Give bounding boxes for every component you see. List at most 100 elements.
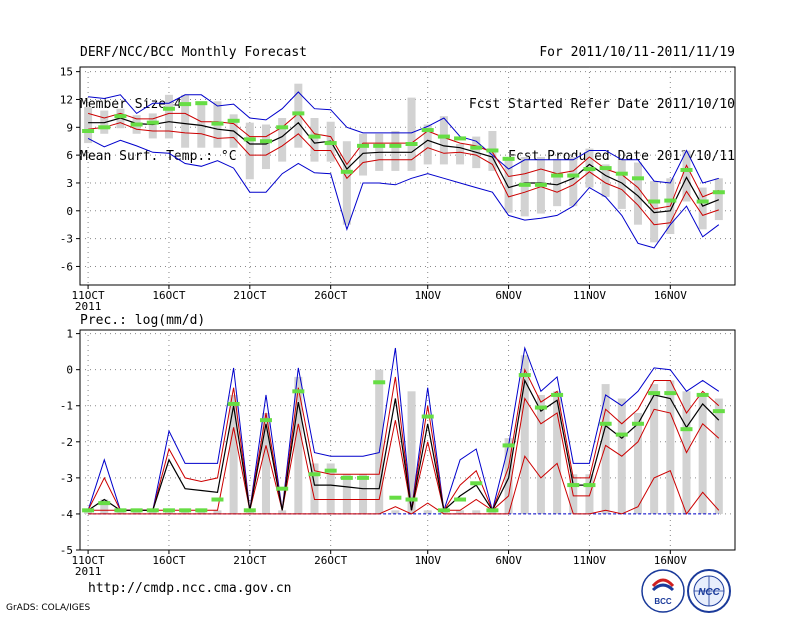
observation-marker: [712, 409, 725, 414]
spread-box: [245, 122, 254, 180]
spread-box: [633, 412, 642, 514]
y-tick-label: 15: [60, 66, 73, 79]
spread-box: [100, 499, 109, 514]
observation-marker: [292, 389, 305, 394]
observation-marker: [696, 199, 709, 204]
observation-marker: [534, 182, 547, 187]
observation-marker: [518, 182, 531, 187]
spread-box: [310, 118, 319, 162]
observation-marker: [243, 508, 256, 513]
observation-marker: [405, 141, 418, 146]
spread-box: [342, 474, 351, 514]
y-tick-label: -3: [60, 472, 73, 485]
observation-marker: [680, 427, 693, 432]
spread-box: [407, 97, 416, 171]
spread-box: [439, 116, 448, 165]
bcc-logo-icon: BCC: [641, 569, 685, 613]
spread-box: [601, 384, 610, 514]
spread-box: [456, 143, 465, 165]
observation-marker: [551, 392, 564, 397]
header-right: For 2011/10/11-2011/11/19 Fcst Started R…: [450, 10, 735, 183]
observation-marker: [82, 129, 95, 134]
observation-marker: [486, 508, 499, 513]
observation-marker: [162, 106, 175, 111]
y-tick-label: 12: [60, 93, 73, 106]
observation-marker: [146, 120, 159, 125]
observation-marker: [114, 114, 127, 119]
observation-marker: [98, 501, 111, 506]
observation-marker: [308, 134, 321, 139]
observation-marker: [82, 508, 95, 513]
observation-marker: [243, 137, 256, 142]
observation-marker: [389, 495, 402, 500]
x-tick-label: 1NOV: [414, 554, 441, 567]
observation-marker: [195, 508, 208, 513]
x-tick-label: 16NOV: [654, 554, 687, 567]
observation-marker: [421, 128, 434, 133]
y-tick-label: -5: [60, 544, 73, 557]
spread-box: [342, 141, 351, 225]
observation-marker: [98, 125, 111, 130]
spread-box: [698, 187, 707, 230]
y-tick-label: 6: [66, 149, 73, 162]
observation-marker: [405, 497, 418, 502]
spread-box: [650, 384, 659, 514]
x-tick-label: 6NOV: [495, 554, 522, 567]
ncc-logo-icon: NCC: [687, 569, 731, 613]
series-upper-line: [87, 368, 720, 512]
spread-box: [682, 150, 691, 202]
spread-box: [294, 376, 303, 514]
observation-marker: [324, 141, 337, 146]
x-tick-label: 26OCT: [314, 554, 347, 567]
spread-box: [601, 164, 610, 197]
x-tick-label: 16OCT: [152, 289, 185, 302]
spread-box: [553, 391, 562, 514]
observation-marker: [502, 443, 515, 448]
series-max-line: [87, 346, 720, 511]
y-tick-label: -4: [60, 508, 74, 521]
observation-marker: [227, 401, 240, 406]
observation-marker: [583, 483, 596, 488]
bcc-logo-text: BCC: [654, 597, 672, 606]
spread-box: [326, 463, 335, 514]
observation-marker: [162, 508, 175, 513]
y-tick-label: 0: [66, 364, 73, 377]
spread-box: [391, 131, 400, 171]
variable-label: Mean Surf. Temp.: °C: [80, 149, 237, 164]
plot-frame: [79, 329, 736, 551]
source-url[interactable]: http://cmdp.ncc.cma.gov.cn: [88, 581, 292, 596]
spread-box: [229, 394, 238, 514]
spread-box: [278, 510, 287, 514]
header-left: DERF/NCC/BCC Monthly Forecast Member Siz…: [80, 10, 307, 183]
x-tick-label: 11OCT: [72, 289, 105, 302]
observation-marker: [712, 190, 725, 195]
spread-box: [504, 156, 513, 213]
series-max-line: [88, 91, 719, 184]
observation-marker: [179, 508, 192, 513]
observation-marker: [195, 101, 208, 106]
observation-marker: [664, 198, 677, 203]
spread-box: [553, 158, 562, 207]
spread-box: [294, 83, 303, 148]
observation-marker: [276, 125, 289, 130]
spread-box: [407, 391, 416, 514]
observation-marker: [373, 380, 386, 385]
y-tick-label: 1: [66, 328, 73, 341]
spread-box: [536, 394, 545, 514]
spread-box: [164, 94, 173, 139]
observation-marker: [357, 475, 370, 480]
observation-marker: [437, 508, 450, 513]
observation-marker: [373, 143, 386, 148]
x-tick-label: 11OCT: [72, 554, 105, 567]
observation-marker: [389, 143, 402, 148]
spread-box: [359, 474, 368, 514]
observation-marker: [648, 391, 661, 396]
grads-credit: GrADS: COLA/IGES: [6, 603, 91, 613]
spread-box: [84, 106, 93, 144]
observation-marker: [648, 199, 661, 204]
observation-marker: [470, 481, 483, 486]
y-tick-label: -1: [60, 400, 73, 413]
